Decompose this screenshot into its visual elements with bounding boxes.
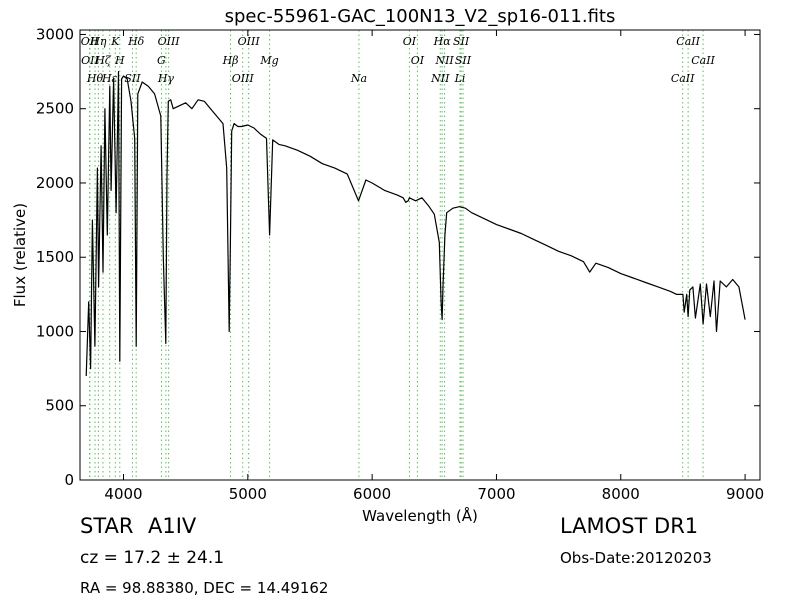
- y-tick-label: 3000: [36, 25, 74, 43]
- line-marker-label: OII: [81, 35, 99, 48]
- line-marker-label: H: [114, 54, 125, 67]
- x-tick-label: 5000: [229, 485, 267, 503]
- x-tick-label: 9000: [726, 485, 764, 503]
- y-axis-label: Flux (relative): [11, 203, 29, 307]
- spectrum-line: [85, 71, 746, 377]
- x-tick-label: 6000: [353, 485, 391, 503]
- x-axis-ticks: 4000 5000 6000 7000 8000 9000: [104, 30, 764, 503]
- line-marker-label: SII: [455, 54, 472, 67]
- line-marker-label: Hβ: [222, 54, 239, 67]
- observation-date: Obs-Date:20120203: [560, 549, 712, 567]
- line-marker-label: K: [110, 35, 120, 48]
- line-marker-label: Hε: [101, 72, 118, 85]
- y-tick-label: 2500: [36, 100, 74, 118]
- line-marker-label: CaII: [676, 35, 700, 48]
- y-tick-label: 0: [64, 471, 74, 489]
- plot-frame: [79, 29, 761, 481]
- line-marker-label: Hα: [433, 35, 452, 48]
- line-marker-label: Na: [350, 72, 367, 85]
- x-tick-label: 7000: [477, 485, 515, 503]
- y-tick-label: 1500: [36, 248, 74, 266]
- x-tick-label: 8000: [602, 485, 640, 503]
- line-marker-label: G: [157, 54, 166, 67]
- x-axis-label: Wavelength (Å): [362, 506, 478, 525]
- line-marker-label: Hη: [89, 35, 107, 48]
- line-marker-label: Hγ: [157, 72, 175, 85]
- line-marker-label: Hζ: [94, 54, 112, 67]
- chart-title: spec-55961-GAC_100N13_V2_sp16-011.fits: [225, 6, 616, 27]
- line-marker-label: OII: [81, 54, 99, 67]
- x-tick-label: 4000: [104, 485, 142, 503]
- coordinates-text: RA = 98.88380, DEC = 14.49162: [80, 579, 329, 597]
- line-marker-label: OIII: [238, 35, 261, 48]
- spectral-line-markers: [89, 30, 704, 480]
- y-tick-label: 2000: [36, 174, 74, 192]
- line-marker-label: SII: [124, 72, 141, 85]
- spectral-line-labels: OII OII Hθ Hη Hζ Hε KH SII Hδ G Hγ OIII Hβ OIII OIII Mg…: [81, 35, 716, 85]
- line-marker-label: NII: [430, 72, 450, 85]
- line-marker-label: OI: [403, 35, 417, 48]
- line-marker-label: OIII: [158, 35, 181, 48]
- survey-name: LAMOST DR1: [560, 514, 699, 538]
- line-marker-label: NII: [434, 54, 454, 67]
- redshift-text: cz = 17.2 ± 24.1: [80, 548, 225, 568]
- line-marker-label: Hθ: [86, 72, 104, 85]
- line-marker-label: CaII: [671, 72, 695, 85]
- y-tick-label: 500: [45, 397, 74, 415]
- line-marker-label: OI: [411, 54, 425, 67]
- line-marker-label: OIII: [232, 72, 255, 85]
- line-marker-label: Mg: [259, 54, 278, 67]
- y-tick-label: 1000: [36, 322, 74, 340]
- line-marker-label: Hδ: [127, 35, 145, 48]
- object-class: STAR: [80, 514, 134, 538]
- line-marker-label: CaII: [691, 54, 715, 67]
- line-marker-label: Li: [454, 72, 466, 85]
- y-axis-ticks: 0 500 1000 1500 2000 2500 3000: [36, 25, 760, 489]
- object-subclass: A1IV: [148, 514, 197, 538]
- line-marker-label: SII: [453, 35, 470, 48]
